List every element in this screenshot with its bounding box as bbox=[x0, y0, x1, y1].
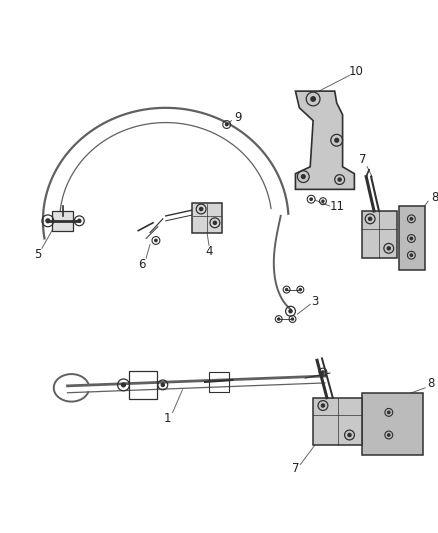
Circle shape bbox=[321, 404, 325, 407]
Circle shape bbox=[410, 217, 413, 220]
Circle shape bbox=[338, 178, 341, 181]
Circle shape bbox=[78, 219, 81, 222]
Circle shape bbox=[161, 383, 164, 386]
FancyBboxPatch shape bbox=[192, 203, 222, 232]
Circle shape bbox=[291, 318, 293, 320]
Polygon shape bbox=[362, 393, 423, 455]
Circle shape bbox=[200, 207, 203, 211]
Circle shape bbox=[301, 175, 305, 179]
Polygon shape bbox=[296, 91, 354, 189]
Circle shape bbox=[388, 411, 390, 414]
Circle shape bbox=[286, 288, 288, 290]
Circle shape bbox=[46, 219, 50, 223]
Text: 10: 10 bbox=[349, 65, 364, 78]
Circle shape bbox=[388, 434, 390, 436]
Text: 4: 4 bbox=[205, 245, 213, 258]
Circle shape bbox=[410, 237, 413, 240]
Circle shape bbox=[213, 221, 216, 224]
Circle shape bbox=[226, 123, 228, 126]
Circle shape bbox=[289, 310, 292, 313]
Circle shape bbox=[410, 254, 413, 256]
Circle shape bbox=[155, 239, 157, 241]
Text: 6: 6 bbox=[138, 257, 146, 271]
Text: 11: 11 bbox=[329, 199, 344, 213]
Text: 8: 8 bbox=[431, 191, 438, 204]
Text: 8: 8 bbox=[427, 377, 434, 390]
Circle shape bbox=[310, 198, 312, 200]
Circle shape bbox=[387, 247, 390, 250]
Bar bbox=[52, 211, 74, 231]
Circle shape bbox=[278, 318, 280, 320]
Circle shape bbox=[122, 383, 125, 387]
Circle shape bbox=[299, 288, 301, 290]
Bar bbox=[313, 398, 362, 445]
Circle shape bbox=[335, 139, 339, 142]
Text: 7: 7 bbox=[292, 462, 299, 475]
Text: 1: 1 bbox=[164, 412, 171, 425]
Text: 9: 9 bbox=[235, 111, 242, 124]
Circle shape bbox=[348, 433, 351, 437]
Bar bbox=[362, 211, 397, 258]
Text: 7: 7 bbox=[358, 154, 366, 166]
Circle shape bbox=[322, 371, 324, 373]
Text: 5: 5 bbox=[34, 248, 42, 261]
Circle shape bbox=[368, 217, 372, 221]
Circle shape bbox=[311, 97, 315, 101]
Bar bbox=[209, 372, 229, 392]
Circle shape bbox=[322, 200, 324, 202]
Polygon shape bbox=[399, 206, 425, 270]
Bar bbox=[129, 371, 157, 399]
Text: 3: 3 bbox=[311, 295, 319, 308]
